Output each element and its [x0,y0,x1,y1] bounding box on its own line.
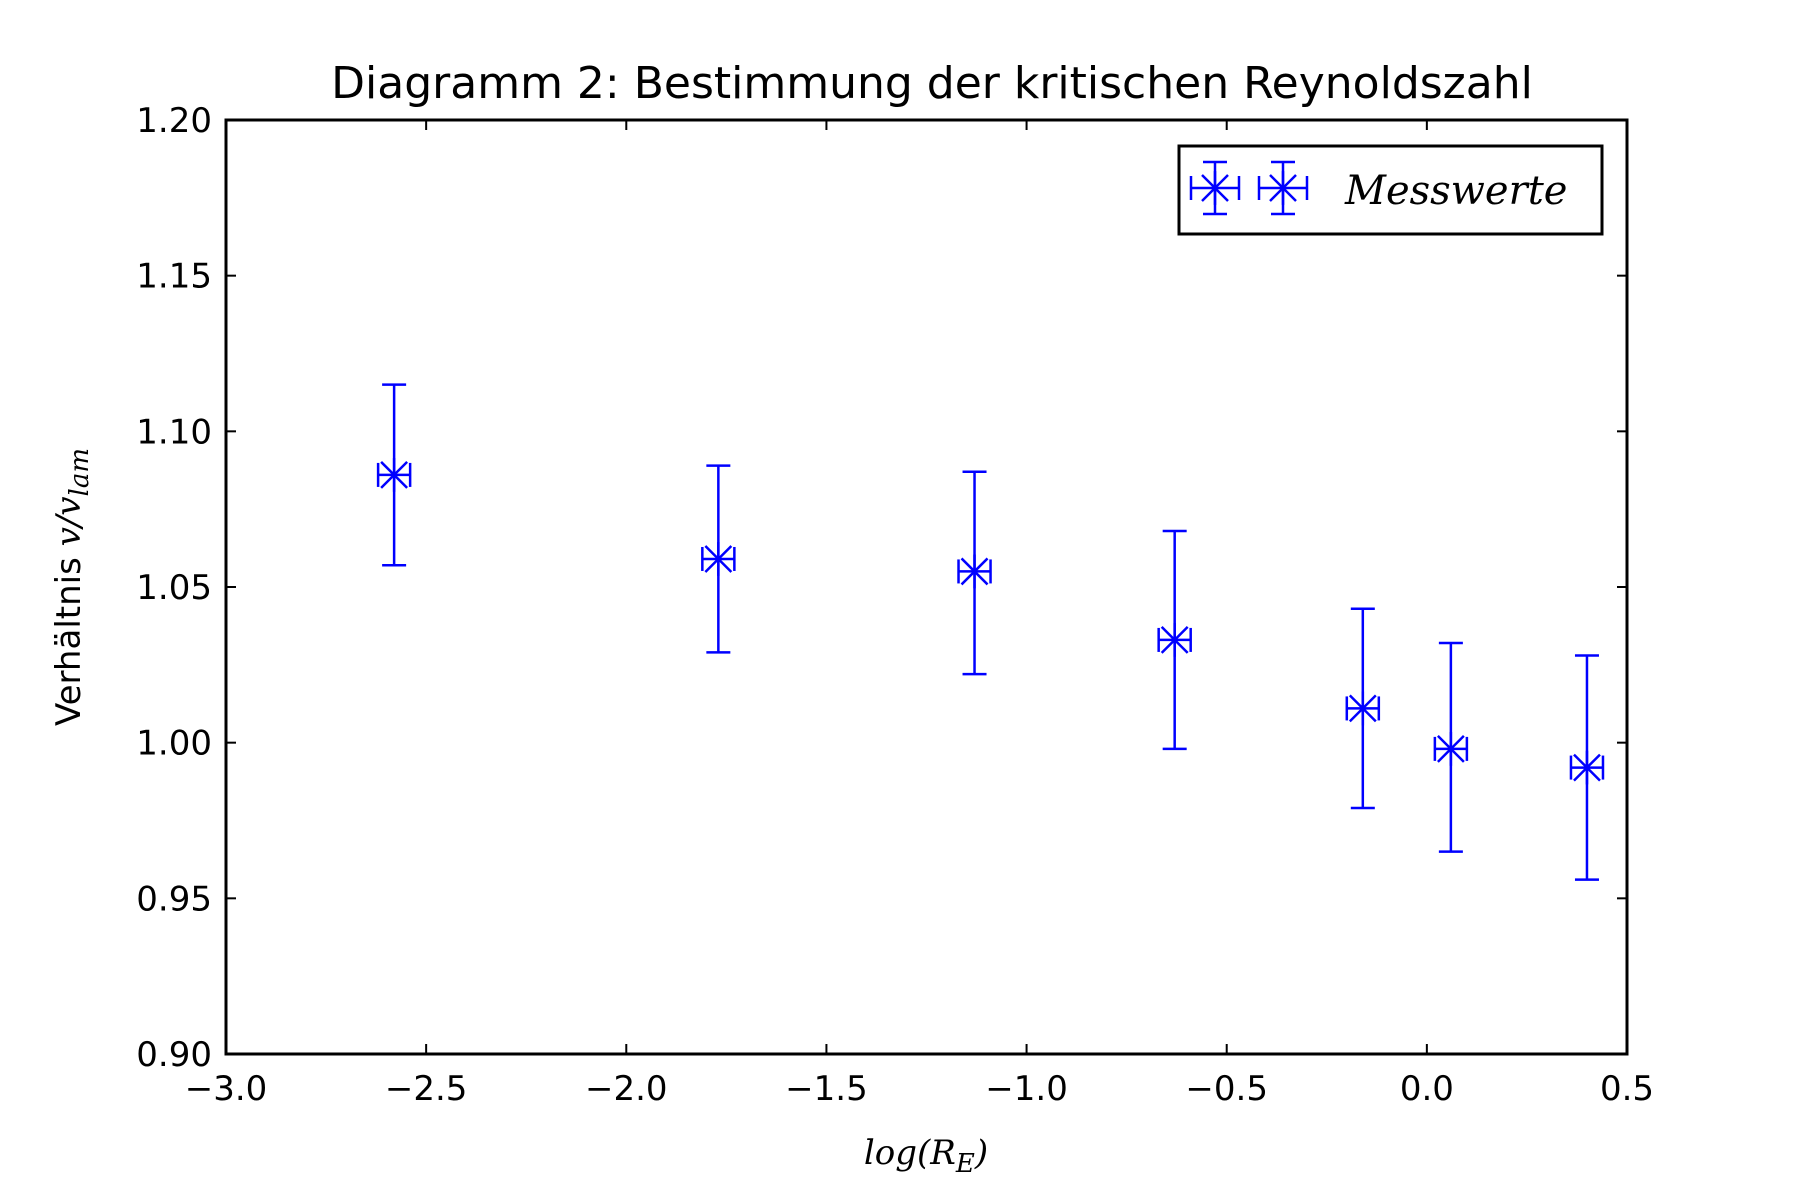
data-point [1433,641,1469,853]
data-point [1345,607,1381,810]
data-point [957,470,992,676]
x-tick-label: −2.5 [385,1069,468,1109]
x-axis: −3.0 −2.5 −2.0 −1.5 −1.0 −0.5 0.0 0.5 [185,120,1654,1109]
x-tick-label: −1.5 [785,1069,868,1109]
x-tick-label: 0.0 [1400,1069,1454,1109]
x-tick-label: −3.0 [185,1069,268,1109]
legend: Messwerte [1177,144,1604,236]
x-tick-label: −2.0 [585,1069,668,1109]
data-point [1157,529,1192,751]
x-tick-label: 0.5 [1600,1069,1654,1109]
y-tick-label: 1.20 [136,101,212,141]
y-axis: 0.90 0.95 1.00 1.05 1.10 1.15 1.20 [136,101,1627,1075]
data-point [701,464,736,654]
legend-entry-label: Messwerte [1344,168,1567,214]
chart-title: Diagramm 2: Bestimmung der kritischen Re… [331,58,1533,109]
y-tick-label: 1.15 [136,257,212,297]
y-tick-label: 1.00 [136,724,212,764]
x-tick-label: −0.5 [1185,1069,1268,1109]
legend-box [1177,144,1604,236]
y-tick-label: 1.05 [136,568,212,608]
data-point [1569,654,1605,881]
data-point [376,383,412,567]
data-series [376,383,1605,881]
y-tick-label: 1.10 [136,412,212,452]
legend-marker [1189,160,1241,216]
x-tick-label: −1.0 [985,1069,1068,1109]
plot-frame [224,118,1629,1056]
x-axis-label: log(RE) [864,1133,988,1179]
y-tick-label: 0.95 [136,879,212,919]
y-tick-label: 0.90 [136,1035,212,1075]
y-axis-label: Verhältnis v/vlam [49,448,95,726]
legend-marker [1257,160,1309,216]
